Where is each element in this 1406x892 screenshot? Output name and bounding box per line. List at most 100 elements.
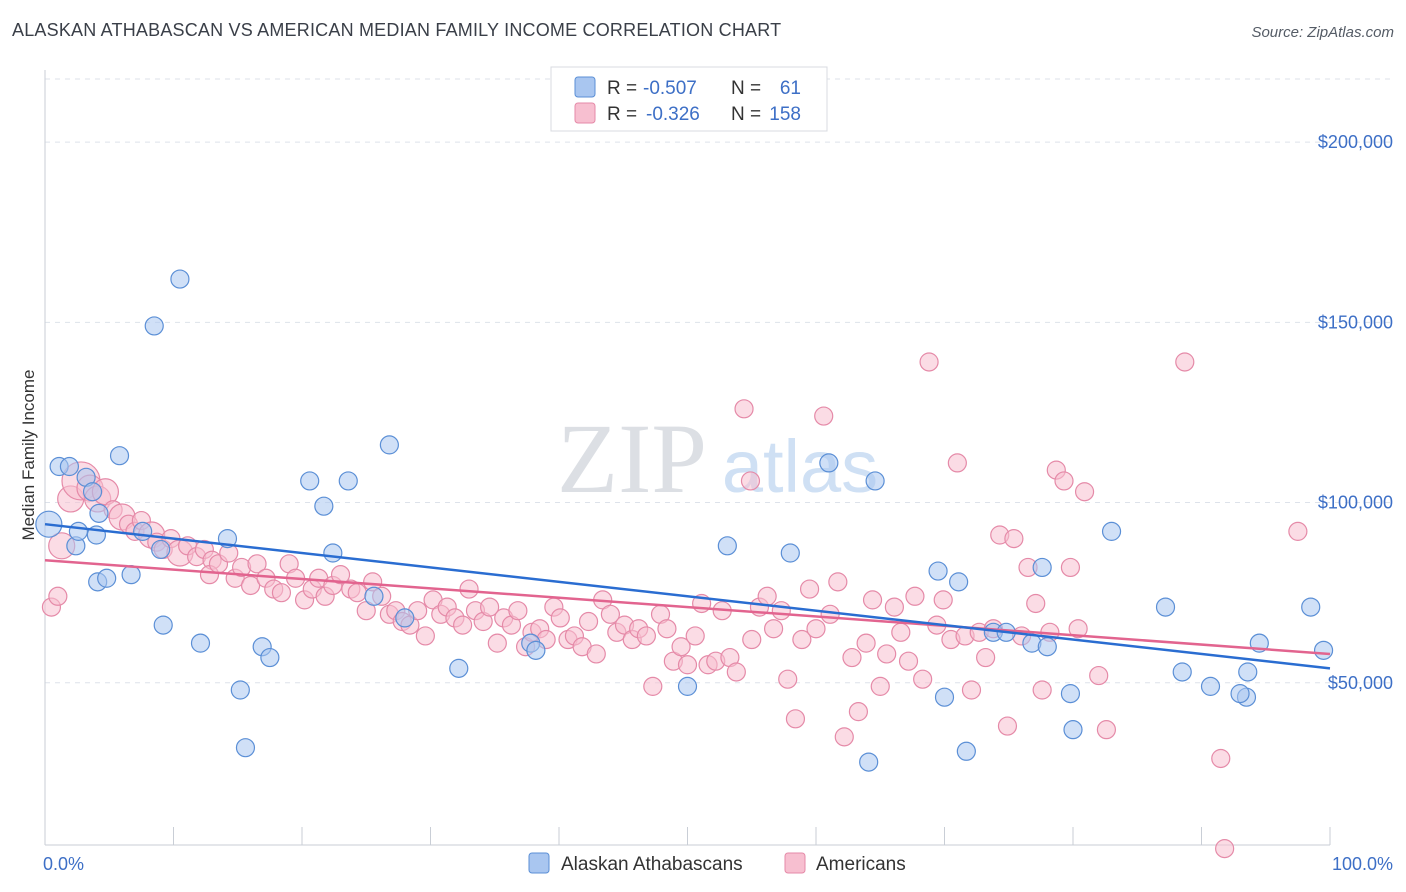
americans-point-141 — [1054, 471, 1074, 491]
watermark-atlas: atlas — [722, 425, 878, 508]
y-tick-label-2: $150,000 — [1318, 312, 1393, 332]
americans-point-74 — [586, 644, 606, 664]
athabascans-point-40 — [928, 561, 948, 581]
americans-point-137 — [1026, 593, 1046, 614]
athabascans-point-56 — [1238, 662, 1258, 682]
athabascans-point-50 — [1063, 720, 1083, 740]
americans-point-103 — [785, 709, 806, 729]
athabascans-point-53 — [1172, 662, 1192, 682]
americans-point-134 — [1004, 529, 1024, 549]
americans-point-88 — [685, 626, 705, 646]
americans-point-138 — [1032, 680, 1052, 700]
athabascans-point-15 — [170, 269, 190, 289]
americans-point-112 — [848, 702, 869, 722]
athabascans-point-23 — [260, 647, 280, 668]
legend-bottom: Alaskan Athabascans Americans — [528, 852, 906, 875]
americans-point-84 — [657, 619, 677, 639]
legend-r-value-1: -0.507 — [643, 78, 697, 99]
bottom-label-athabascans: Alaskan Athabascans — [561, 854, 743, 875]
athabascans-point-36 — [780, 543, 800, 563]
americans-point-111 — [842, 647, 862, 668]
americans-point-126 — [947, 453, 967, 473]
bottom-swatch-americans — [784, 852, 806, 874]
americans-point-69 — [550, 608, 570, 628]
series-athabascans — [35, 269, 1334, 772]
athabascans-point-14 — [151, 539, 171, 560]
athabascans-point-59 — [1313, 640, 1334, 660]
athabascans-point-31 — [449, 658, 469, 678]
americans-point-100 — [763, 619, 784, 639]
athabascans-point-26 — [323, 543, 343, 563]
trend-line-athabascans — [44, 522, 1331, 670]
americans-point-148 — [1211, 748, 1231, 769]
americans-point-101 — [771, 601, 791, 621]
bottom-swatch-athabascans — [528, 852, 550, 874]
americans-point-41 — [347, 583, 367, 603]
americans-point-95 — [734, 399, 754, 419]
athabascans-point-34 — [677, 676, 698, 696]
athabascans-point-60 — [1230, 684, 1250, 704]
americans-point-104 — [792, 629, 812, 650]
americans-point-76 — [600, 604, 621, 624]
athabascans-point-16 — [144, 316, 164, 336]
americans-point-60 — [487, 633, 507, 653]
athabascans-point-47 — [1032, 557, 1052, 578]
americans-point-55 — [453, 615, 473, 635]
athabascans-point-35 — [717, 536, 737, 556]
athabascans-point-7 — [89, 503, 109, 523]
athabascans-point-17 — [153, 615, 173, 635]
athabascans-point-41 — [934, 687, 955, 707]
legend-n-label-2: N = — [731, 104, 761, 125]
americans-point-150 — [1288, 521, 1308, 541]
athabascans-point-11 — [97, 568, 117, 588]
athabascans-point-52 — [1155, 597, 1176, 617]
americans-point-73 — [578, 611, 599, 632]
americans-point-113 — [856, 633, 876, 653]
americans-point-146 — [1096, 720, 1117, 740]
americans-point-144 — [1074, 482, 1095, 502]
athabascans-point-37 — [819, 453, 839, 473]
americans-point-1 — [48, 586, 68, 606]
athabascans-point-18 — [190, 633, 211, 653]
athabascans-point-2 — [59, 456, 80, 477]
athabascans-point-43 — [956, 741, 976, 761]
americans-point-28 — [247, 554, 267, 574]
athabascans-point-27 — [338, 471, 358, 491]
athabascans-point-12 — [121, 565, 141, 585]
americans-point-50 — [415, 626, 435, 646]
chart-title: ALASKAN ATHABASCAN VS AMERICAN MEDIAN FA… — [12, 20, 782, 40]
athabascans-point-58 — [1301, 597, 1321, 617]
americans-point-63 — [508, 601, 528, 621]
americans-point-108 — [820, 604, 840, 624]
americans-point-130 — [976, 647, 996, 668]
americans-point-147 — [1175, 352, 1195, 372]
americans-point-31 — [271, 583, 292, 603]
americans-point-59 — [480, 597, 500, 617]
y-tick-labels: $50,000 $100,000 $150,000 $200,000 — [1318, 132, 1393, 693]
legend-r-value-2: -0.326 — [646, 104, 700, 125]
americans-point-97 — [742, 629, 762, 650]
x-tick-label-1: 100.0% — [1332, 854, 1393, 874]
americans-point-121 — [913, 669, 933, 689]
legend-box — [550, 66, 828, 132]
legend-r-label-1: R = — [607, 78, 637, 99]
americans-point-122 — [919, 352, 939, 372]
athabascans-point-51 — [1101, 521, 1122, 541]
americans-point-119 — [898, 651, 919, 671]
americans-point-114 — [862, 590, 883, 610]
watermark: ZIP atlas — [557, 403, 878, 514]
legend-swatch-americans — [574, 102, 596, 124]
legend-n-value-1: 61 — [780, 78, 801, 99]
athabascans-point-13 — [133, 521, 153, 541]
legend-n-label-1: N = — [731, 78, 761, 99]
athabascans-point-28 — [364, 586, 384, 606]
americans-point-86 — [671, 637, 691, 657]
americans-point-102 — [778, 669, 798, 689]
athabascans-point-30 — [395, 608, 415, 628]
athabascans-point-29 — [379, 435, 399, 455]
athabascans-point-39 — [859, 752, 879, 772]
y-tick-label-1: $100,000 — [1318, 493, 1393, 513]
legend-n-value-2: 158 — [769, 104, 801, 125]
y-tick-label-3: $200,000 — [1318, 132, 1393, 152]
